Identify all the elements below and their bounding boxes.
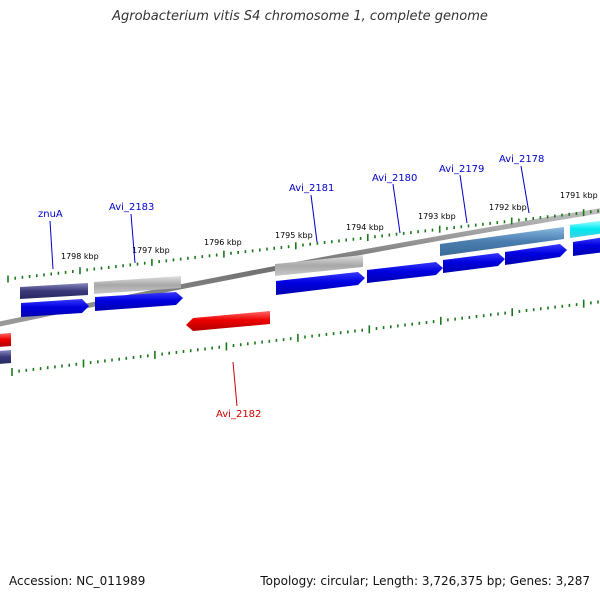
leader-avi-2178 [520,165,530,214]
gene-label-leaders [49,165,530,407]
kbp-label-1798: 1798 kbp [61,252,99,261]
map-title: Agrobacterium vitis S4 chromosome 1, com… [112,9,488,24]
gene-label-avi-2183[interactable]: Avi_2183 [109,202,154,213]
gene-label-avi-2179[interactable]: Avi_2179 [439,164,484,175]
cds-arrow-avi-2181[interactable] [276,272,365,295]
kbp-label-1795: 1795 kbp [275,231,313,240]
leader-avi-2182 [232,361,238,407]
feature-bar-left-edge[interactable] [0,350,11,364]
gene-label-avi-2182[interactable]: Avi_2182 [216,409,261,420]
feature-bar-avi-2181[interactable] [275,255,363,276]
feature-bar-avi-2183[interactable] [94,276,181,294]
cds-arrow-avi-2178-a[interactable] [505,244,567,265]
feature-bar-avi-2179[interactable] [440,227,564,256]
cds-arrow-avi-2183[interactable] [95,292,183,311]
gene-label-avi-2180[interactable]: Avi_2180 [372,173,417,184]
cds-arrow-avi-2178-b[interactable] [573,237,600,256]
outer-scale-ticks [7,209,599,283]
leader-avi-2179 [459,174,468,224]
accession-text: Accession: NC_011989 [9,574,146,588]
cds-arrow-znuA[interactable] [21,299,89,317]
cds-arrow-avi-2182[interactable] [186,311,270,331]
cds-reverse-track [0,311,270,347]
genome-info-text: Topology: circular; Length: 3,726,375 bp… [260,574,590,588]
cds-forward-track [21,237,600,317]
cds-arrow-avi-2180[interactable] [367,262,443,283]
gene-label-znuA[interactable]: znuA [38,209,63,220]
cds-arrow-left-edge[interactable] [0,333,11,347]
gene-label-avi-2181[interactable]: Avi_2181 [289,183,334,194]
leader-avi-2181 [310,194,318,243]
kbp-label-1791: 1791 kbp [560,191,598,200]
feature-bar-znuA[interactable] [20,283,88,299]
cds-arrow-avi-2179[interactable] [443,253,505,273]
kbp-label-1794: 1794 kbp [346,223,384,232]
kbp-label-1792: 1792 kbp [489,203,527,212]
leader-avi-2180 [392,183,401,234]
feature-track [0,220,600,364]
inner-scale-ticks [11,299,599,376]
leader-avi-2183 [130,213,136,264]
kbp-label-1797: 1797 kbp [132,246,170,255]
leader-znuA [49,220,54,270]
feature-bar-avi-2178[interactable] [570,220,600,238]
kbp-label-1796: 1796 kbp [204,238,242,247]
kbp-labels: 1798 kbp 1797 kbp 1796 kbp 1795 kbp 1794… [61,191,598,261]
kbp-label-1793: 1793 kbp [418,212,456,221]
gene-labels: znuA Avi_2183 Avi_2181 Avi_2180 Avi_2179… [38,154,544,420]
gene-label-avi-2178[interactable]: Avi_2178 [499,154,544,165]
